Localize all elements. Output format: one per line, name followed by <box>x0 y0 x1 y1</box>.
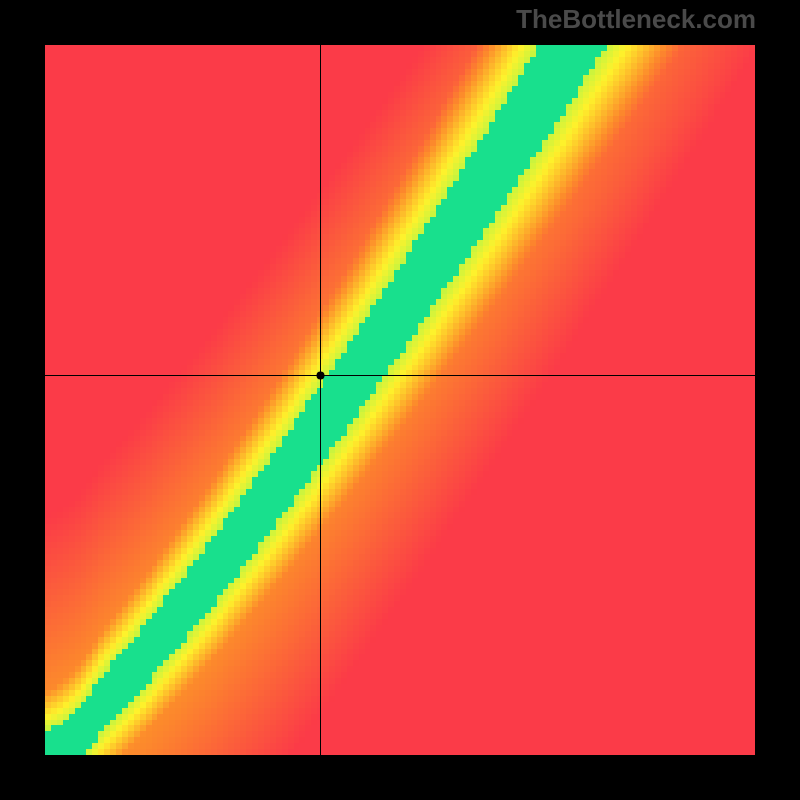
watermark-text: TheBottleneck.com <box>516 4 756 35</box>
chart-container: { "canvas": { "width": 800, "height": 80… <box>0 0 800 800</box>
heatmap-canvas <box>45 45 755 755</box>
